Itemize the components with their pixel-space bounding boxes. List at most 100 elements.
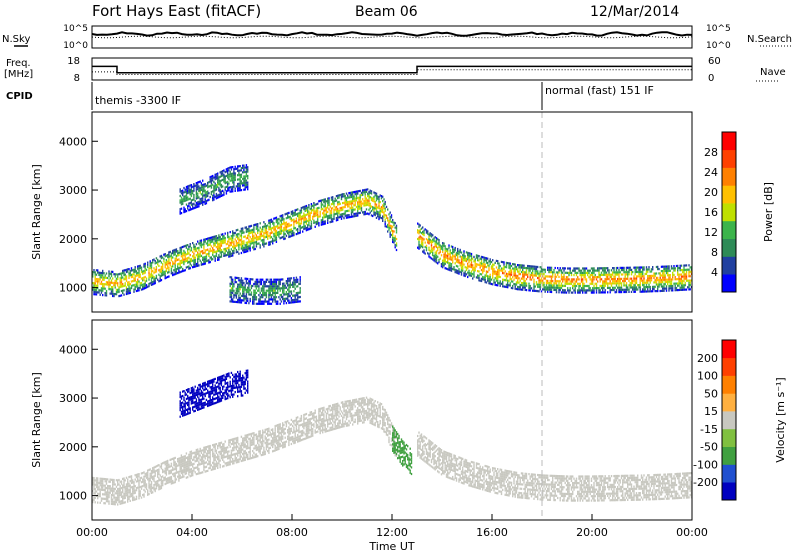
power-echo-cell	[648, 283, 650, 286]
power-echo-cell	[685, 275, 688, 278]
power-echo-cell	[643, 277, 645, 280]
power-echo-cell	[262, 285, 264, 288]
power-echo-cell	[172, 260, 174, 263]
power-echo-cell	[149, 266, 151, 270]
power-echo-cell	[357, 214, 359, 217]
power-echo-cell	[418, 238, 420, 241]
power-echo-cell	[592, 269, 594, 272]
power-echo-cell	[478, 263, 480, 266]
velocity-echo-cell	[128, 495, 130, 498]
power-echo-cell	[472, 268, 474, 271]
power-echo-cell	[170, 272, 173, 275]
velocity-echo-cell	[105, 478, 108, 481]
power-echo-cell	[562, 276, 564, 279]
power-echo-cell	[344, 205, 346, 209]
power-echo-cell	[419, 237, 421, 240]
velocity-echo-cell	[130, 495, 133, 498]
power-echo-cell	[510, 278, 513, 281]
power-echo-cell	[162, 269, 164, 272]
power-echo-cell	[434, 242, 436, 245]
velocity-echo-cell	[99, 488, 101, 491]
power-echo-cell	[525, 271, 528, 274]
power-echo-cell	[462, 260, 464, 263]
velocity-echo-cell	[165, 464, 168, 467]
power-echo-cell	[157, 263, 159, 266]
power-echo-cell	[607, 273, 609, 276]
power-echo-cell	[670, 278, 673, 281]
power-echo-cell	[190, 264, 193, 267]
velocity-echo-cell	[115, 479, 118, 482]
power-echo-cell	[182, 200, 184, 203]
power-echo-cell	[247, 288, 249, 291]
power-echo-cell	[513, 274, 515, 277]
power-echo-cell	[555, 282, 558, 285]
date-title: 12/Mar/2014	[590, 4, 679, 20]
power-echo-cell	[388, 222, 390, 225]
power-echo-cell	[573, 274, 575, 277]
power-echo-cell	[470, 272, 473, 275]
power-echo-cell	[229, 255, 231, 258]
power-echo-cell	[310, 222, 313, 225]
power-echo-cell	[127, 290, 129, 293]
power-echo-cell	[514, 263, 516, 266]
power-echo-cell	[202, 252, 204, 255]
power-echo-cell	[255, 243, 258, 246]
velocity-echo-cell	[132, 481, 134, 484]
power-echo-cell	[229, 300, 231, 303]
power-echo-cell	[513, 278, 515, 281]
power-echo-cell	[497, 282, 499, 285]
power-echo-cell	[212, 236, 214, 239]
power-echo-cell	[233, 289, 235, 292]
power-echo-cell	[369, 207, 371, 210]
power-echo-cell	[338, 216, 340, 219]
power-echo-cell	[680, 286, 683, 289]
power-echo-cell	[305, 218, 308, 221]
power-echo-cell	[335, 206, 338, 209]
power-echo-cell	[293, 301, 295, 304]
power-echo-cell	[615, 284, 618, 287]
power-echo-cell	[484, 276, 486, 279]
power-echo-cell	[263, 300, 265, 303]
power-echo-cell	[340, 206, 343, 209]
power-echo-cell	[684, 275, 686, 278]
power-echo-cell	[323, 205, 325, 208]
cpid-segment-1: themis -3300 IF	[95, 94, 181, 107]
power-echo-cell	[538, 281, 540, 284]
velocity-echo-cell	[119, 487, 121, 490]
power-echo-cell	[300, 226, 303, 229]
power-echo-cell	[327, 221, 329, 224]
power-echo-cell	[127, 288, 129, 291]
velocity-echo-cell	[139, 490, 141, 493]
power-echo-cell	[159, 255, 161, 258]
power-echo-cell	[142, 285, 144, 289]
power-echo-cell	[239, 180, 241, 183]
power-echo-cell	[540, 268, 543, 271]
power-echo-cell	[430, 242, 433, 245]
power-echo-cell	[232, 188, 234, 191]
power-echo-cell	[114, 279, 116, 282]
power-echo-cell	[219, 191, 221, 194]
power-echo-cell	[245, 168, 248, 171]
velocity-echo-cell	[148, 482, 150, 485]
nave-line	[92, 69, 692, 75]
power-echo-cell	[278, 217, 280, 221]
power-echo-cell	[180, 250, 183, 253]
power-echo-cell	[220, 186, 223, 189]
velocity-echo-cell	[133, 483, 135, 486]
power-echo-cell	[563, 273, 565, 276]
power-echo-cell	[200, 263, 203, 266]
power-echo-cell	[125, 268, 128, 271]
power-echo-cell	[514, 287, 516, 290]
power-echo-cell	[312, 215, 314, 218]
power-echo-cell	[299, 229, 301, 232]
velocity-echo-cell	[107, 495, 109, 499]
power-echo-cell	[190, 201, 193, 204]
power-echo-cell	[292, 301, 294, 304]
power-echo-cell	[160, 279, 163, 282]
power-echo-cell	[247, 183, 249, 186]
power-echo-cell	[210, 245, 213, 248]
power-echo-cell	[435, 237, 438, 240]
power-echo-cell	[657, 276, 659, 279]
power-echo-cell	[168, 266, 170, 269]
power-echo-cell	[233, 232, 235, 235]
